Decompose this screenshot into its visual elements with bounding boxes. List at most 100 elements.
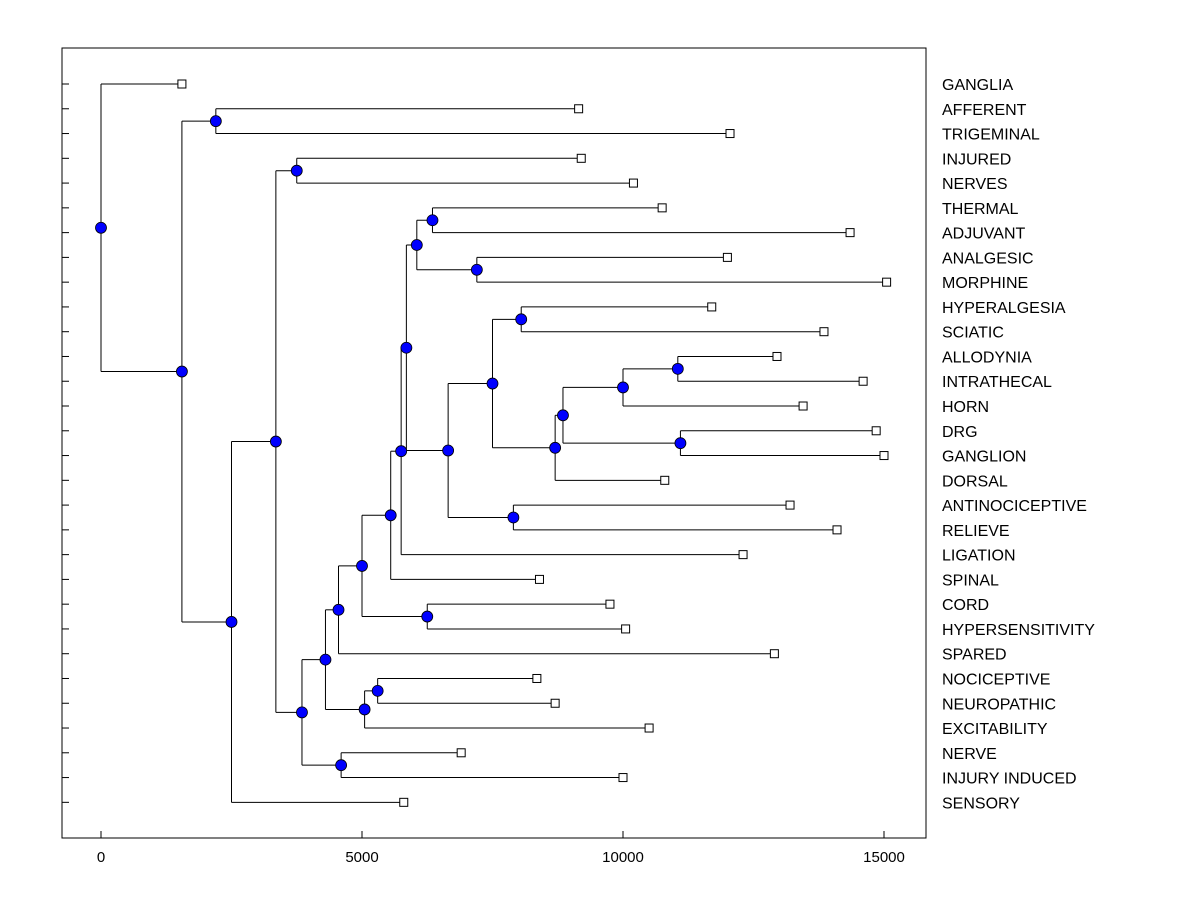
leaf-label-neuropathic: NEUROPATHIC	[942, 696, 1056, 713]
leaf-marker-sensory	[399, 797, 409, 807]
x-tick-label-15000: 15000	[863, 849, 905, 866]
x-tick-label-10000: 10000	[602, 849, 644, 866]
leaf-marker-nerves	[628, 178, 638, 188]
leaf-label-ganglia: GANGLIA	[942, 77, 1013, 94]
x-tick-label-0: 0	[97, 849, 105, 866]
leaf-marker-spinal	[534, 574, 544, 584]
leaf-label-nerve: NERVE	[942, 746, 997, 763]
merge-node-n_ta	[426, 214, 439, 227]
leaf-marker-horn	[798, 401, 808, 411]
leaf-label-intrathecal: INTRATHECAL	[942, 374, 1052, 391]
leaf-label-injury-induced: INJURY INDUCED	[942, 771, 1077, 788]
leaf-label-ligation: LIGATION	[942, 548, 1016, 565]
leaf-label-nociceptive: NOCICEPTIVE	[942, 671, 1050, 688]
leaf-marker-hypersensitivity	[621, 624, 631, 634]
leaf-label-morphine: MORPHINE	[942, 275, 1028, 292]
leaf-marker-nociceptive	[532, 673, 542, 683]
leaf-label-excitability: EXCITABILITY	[942, 721, 1048, 738]
leaf-label-analgesic: ANALGESIC	[942, 250, 1034, 267]
merge-node-n_nne	[358, 703, 371, 716]
leaf-label-drg: DRG	[942, 424, 978, 441]
leaf-marker-sciatic	[819, 327, 829, 337]
leaf-marker-injury-induced	[618, 773, 628, 783]
leaf-marker-afferent	[574, 104, 584, 114]
merge-node-n_g	[176, 365, 188, 378]
leaf-marker-excitability	[644, 723, 654, 733]
dendrogram-links	[100, 83, 887, 803]
leaf-marker-injured	[576, 153, 586, 163]
merge-node-n_pd	[549, 441, 562, 454]
leaf-label-nerves: NERVES	[942, 176, 1008, 193]
merge-node-n_q	[442, 444, 455, 457]
leaf-marker-drg	[871, 426, 881, 436]
leaf-marker-intrathecal	[858, 376, 868, 386]
merge-node-n_d	[296, 706, 308, 719]
merge-node-n_uls	[384, 509, 397, 522]
leaf-marker-relieve	[832, 525, 842, 535]
merge-node-n_ch	[421, 610, 434, 623]
leaf-label-horn: HORN	[942, 399, 989, 416]
leaf-labels: GANGLIA AFFERENT TRIGEMINAL INJURED NERVES TH…	[942, 77, 1095, 812]
leaf-label-hyperalgesia: HYPERALGESIA	[942, 300, 1066, 317]
merge-node-n_hsp	[486, 377, 499, 390]
leaf-marker-thermal	[657, 203, 667, 213]
merge-node-n_root	[95, 221, 107, 234]
leaf-marker-trigeminal	[725, 129, 735, 139]
leaf-label-sciatic: SCIATIC	[942, 325, 1004, 342]
merge-node-markers	[95, 115, 687, 772]
leaf-marker-adjuvant	[845, 228, 855, 238]
merge-node-n_b	[356, 560, 368, 572]
x-tick-label-5000: 5000	[345, 849, 378, 866]
leaf-label-cord: CORD	[942, 597, 989, 614]
leaf-marker-allodynia	[772, 351, 782, 361]
leaf-marker-analgesic	[722, 252, 732, 262]
leaf-label-allodynia: ALLODYNIA	[942, 349, 1032, 366]
merge-node-n_hs	[515, 313, 528, 326]
merge-node-n_nn	[371, 684, 384, 697]
plot-frame	[61, 47, 927, 839]
leaf-marker-ligation	[738, 550, 748, 560]
left-axis-ticks	[62, 83, 69, 803]
merge-node-n_upper	[400, 341, 413, 354]
merge-node-n_in	[290, 164, 303, 177]
leaf-label-trigeminal: TRIGEMINAL	[942, 127, 1040, 144]
leaf-label-sensory: SENSORY	[942, 795, 1020, 812]
merge-node-n_aih	[617, 381, 629, 394]
merge-node-n_aihdg	[557, 409, 569, 422]
leaf-label-afferent: AFFERENT	[942, 102, 1027, 119]
leaf-label-ganglion: GANGLION	[942, 449, 1026, 466]
leaf-marker-nerve	[456, 748, 466, 758]
leaf-label-injured: INJURED	[942, 151, 1011, 168]
leaf-marker-hyperalgesia	[707, 302, 717, 312]
leaf-marker-neuropathic	[550, 698, 560, 708]
leaf-label-antinociceptive: ANTINOCICEPTIVE	[942, 498, 1087, 515]
leaf-label-dorsal: DORSAL	[942, 473, 1008, 490]
merge-node-n_ni	[335, 759, 348, 772]
merge-node-n_ar	[507, 511, 520, 524]
leaf-marker-dorsal	[660, 475, 670, 485]
x-axis-ticks	[100, 831, 885, 838]
merge-node-n_ul	[395, 445, 408, 458]
leaf-marker-antinociceptive	[785, 500, 795, 510]
merge-node-n_tam	[410, 239, 423, 251]
leaf-marker-cord	[605, 599, 615, 609]
merge-node-n_bs	[332, 603, 345, 616]
leaf-label-spared: SPARED	[942, 647, 1007, 664]
x-axis-tick-labels: 0 5000 10000 15000	[97, 849, 905, 866]
merge-node-n_dg	[674, 437, 687, 450]
leaf-markers	[177, 79, 892, 807]
merge-node-n_c	[319, 653, 332, 666]
leaf-label-hypersensitivity: HYPERSENSITIVITY	[942, 622, 1095, 639]
leaf-marker-spared	[769, 649, 779, 659]
leaf-label-adjuvant: ADJUVANT	[942, 226, 1025, 243]
leaf-label-thermal: THERMAL	[942, 201, 1019, 218]
merge-node-n_ab	[209, 115, 222, 128]
leaf-marker-ganglion	[879, 451, 889, 461]
merge-node-n_ai	[671, 362, 684, 375]
leaf-label-spinal: SPINAL	[942, 572, 999, 589]
merge-node-n_am	[470, 263, 483, 276]
leaf-label-relieve: RELIEVE	[942, 523, 1010, 540]
merge-node-n_e	[269, 435, 282, 448]
leaf-marker-ganglia	[177, 79, 187, 89]
